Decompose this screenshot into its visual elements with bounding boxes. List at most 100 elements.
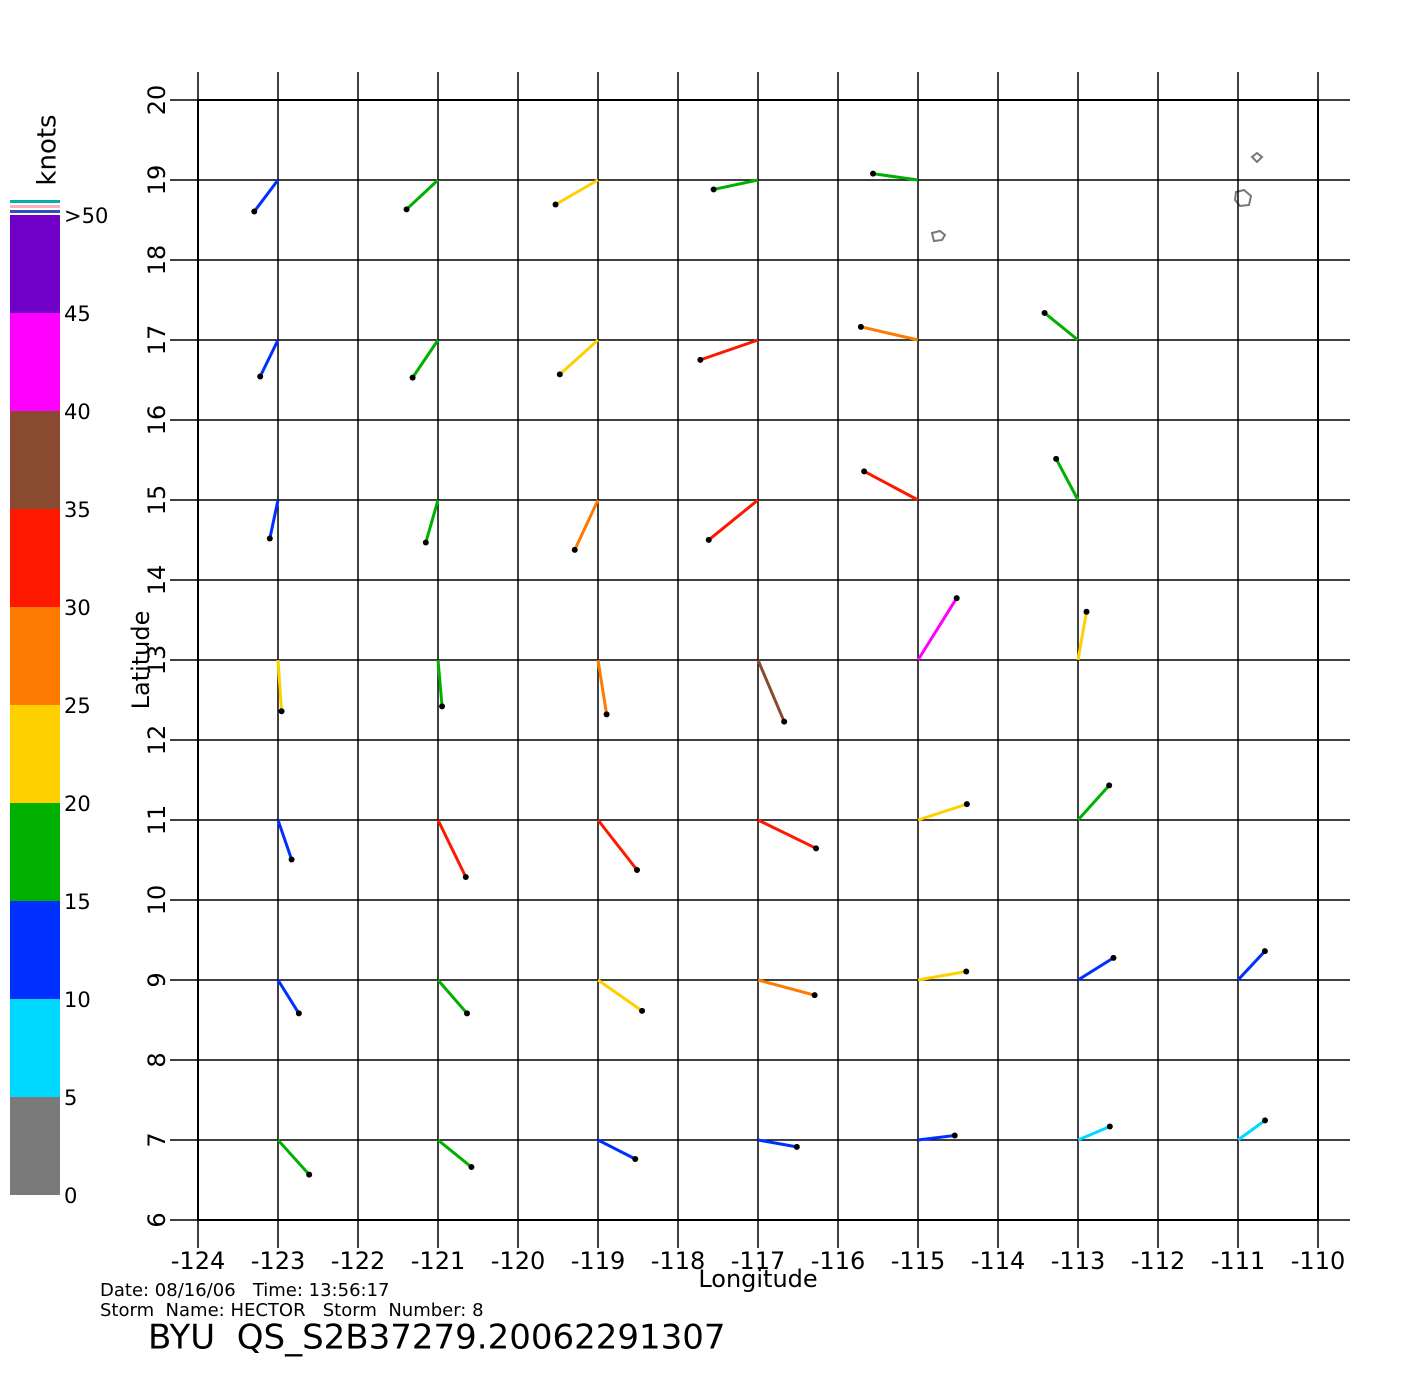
- wind-vector: [276, 659, 284, 712]
- colorbar-tick-label: >50: [64, 204, 108, 228]
- x-tick-label: -116: [811, 1247, 865, 1275]
- y-tick-label: 19: [143, 165, 171, 196]
- x-tick-label: -112: [1131, 1247, 1185, 1275]
- wind-vector: [917, 1134, 955, 1142]
- wind-vector-head: [278, 708, 285, 715]
- wind-vector-head: [1262, 1117, 1269, 1124]
- colorbar-band: [10, 803, 60, 901]
- wind-vector-head: [257, 373, 264, 380]
- colorbar-stripe: [10, 205, 60, 208]
- wind-vector-head: [552, 201, 559, 208]
- wind-vector: [707, 498, 759, 542]
- wind-vector: [917, 802, 968, 822]
- island: [1233, 188, 1253, 208]
- footer-storm: Storm Name: HECTOR Storm Number: 8: [100, 1300, 484, 1321]
- colorbar-tick-label: 5: [64, 1086, 77, 1110]
- wind-vector: [863, 470, 919, 502]
- x-tick-label: -123: [251, 1247, 305, 1275]
- colorbar-tick-label: 40: [64, 400, 91, 424]
- y-tick-label: 10: [143, 885, 171, 916]
- colorbar-band: [10, 999, 60, 1097]
- wind-vector: [436, 819, 468, 878]
- wind-vector-head: [603, 711, 610, 718]
- wind-vector-head: [306, 1171, 313, 1178]
- wind-vector-head: [639, 1007, 646, 1014]
- wind-vector: [596, 659, 609, 715]
- x-tick-label: -117: [731, 1247, 785, 1275]
- wind-vector: [405, 178, 440, 211]
- wind-vector: [597, 978, 643, 1013]
- wind-vector-head: [251, 208, 258, 215]
- colorbar-band: [10, 1097, 60, 1195]
- wind-vector-head: [463, 1010, 470, 1017]
- colorbar-band: [10, 607, 60, 705]
- colorbar-tick-label: 35: [64, 498, 91, 522]
- wind-vector: [276, 1138, 311, 1176]
- wind-vector: [597, 1138, 636, 1161]
- wind-vector: [1236, 950, 1266, 982]
- colorbar-title: knots: [33, 114, 63, 185]
- y-tick-label: 16: [143, 405, 171, 436]
- wind-vector-head: [1106, 782, 1113, 789]
- plot-frame: [197, 99, 1319, 1221]
- wind-vector: [757, 1138, 798, 1149]
- y-tick-label: 8: [143, 1052, 171, 1067]
- wind-vector-head: [1053, 455, 1060, 462]
- wind-vector-head: [468, 1164, 475, 1171]
- wind-vector: [872, 172, 919, 182]
- wind-vector: [1076, 784, 1111, 822]
- x-tick-label: -119: [571, 1247, 625, 1275]
- y-tick-label: 9: [143, 972, 171, 987]
- wind-vector-head: [462, 873, 469, 880]
- y-tick-label: 18: [143, 245, 171, 276]
- wind-vector: [573, 499, 600, 551]
- x-tick-label: -111: [1211, 1247, 1265, 1275]
- wind-vector: [1043, 311, 1079, 342]
- wind-vector-head: [811, 992, 818, 999]
- colorbar-tick-label: 10: [64, 988, 91, 1012]
- x-tick-label: -110: [1291, 1247, 1345, 1275]
- y-tick-label: 15: [143, 485, 171, 516]
- wind-vector-head: [963, 968, 970, 975]
- y-tick-label: 6: [143, 1212, 171, 1227]
- wind-vector: [554, 178, 599, 206]
- wind-vector-head: [697, 356, 704, 363]
- wind-vector: [756, 659, 786, 723]
- x-tick-label: -122: [331, 1247, 385, 1275]
- wind-vector-head: [403, 206, 410, 213]
- wind-vector: [757, 818, 817, 850]
- wind-vector-head: [632, 1155, 639, 1162]
- wind-vector: [860, 325, 919, 342]
- wind-vector-head: [857, 323, 864, 330]
- wind-vector-head: [422, 539, 429, 546]
- wind-vector-head: [710, 186, 717, 193]
- footer-date: Date: 08/16/06 Time: 13:56:17: [100, 1280, 390, 1301]
- wind-vector-head: [951, 1132, 958, 1139]
- wind-vector: [258, 339, 280, 378]
- wind-vector: [558, 338, 600, 376]
- wind-vector: [699, 338, 759, 362]
- wind-vector-head: [266, 535, 273, 542]
- colorbar-band: [10, 215, 60, 313]
- wind-vector: [917, 970, 967, 982]
- colorbar-tick-label: 30: [64, 596, 91, 620]
- wind-vector-head: [571, 546, 578, 553]
- wind-vector-head: [861, 468, 868, 475]
- wind-vector-head: [963, 801, 970, 808]
- y-tick-label: 7: [143, 1132, 171, 1147]
- wind-vector: [268, 499, 280, 539]
- wind-vector: [1054, 458, 1080, 501]
- x-tick-label: -124: [171, 1247, 225, 1275]
- wind-vector: [1077, 956, 1115, 982]
- wind-vector-head: [439, 703, 446, 710]
- island: [1250, 151, 1264, 164]
- wind-vector-head: [556, 371, 563, 378]
- wind-vector: [276, 979, 301, 1015]
- colorbar-band: [10, 509, 60, 607]
- wind-vector: [1077, 1125, 1111, 1142]
- y-tick-label: 14: [143, 565, 171, 596]
- wind-vector-head: [781, 718, 788, 725]
- x-axis-label: Longitude: [698, 1265, 817, 1293]
